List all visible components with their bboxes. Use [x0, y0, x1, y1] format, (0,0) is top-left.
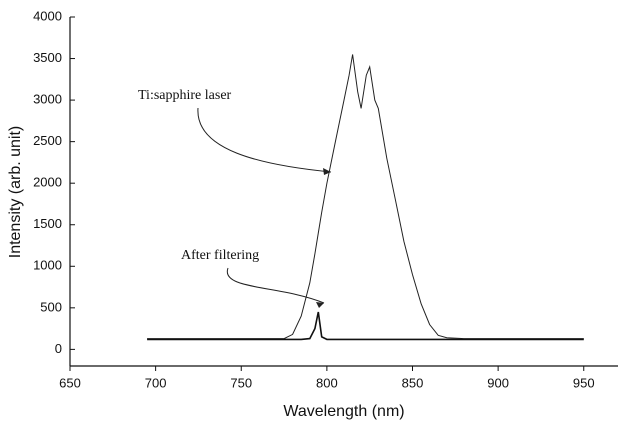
annotation: After filtering [181, 248, 259, 263]
x-tick-label: 900 [487, 375, 509, 390]
x-tick-label: 700 [145, 375, 167, 390]
x-tick-label: 750 [230, 375, 252, 390]
x-axis-label: Wavelength (nm) [283, 403, 404, 420]
arrow-head [323, 168, 331, 175]
data-line [147, 54, 584, 340]
y-tick-label: 4000 [33, 8, 62, 23]
data-line [147, 311, 584, 341]
x-tick-label: 800 [316, 375, 338, 390]
y-tick-label: 3500 [33, 50, 62, 65]
annotation: Ti:sapphire laser [138, 88, 232, 103]
annotation-arrow [197, 107, 332, 173]
y-tick-label: 1000 [33, 258, 62, 273]
y-axis-label: Intensity (arb. unit) [7, 126, 24, 259]
y-tick-label: 1500 [33, 216, 62, 231]
x-tick-label: 850 [402, 375, 424, 390]
y-tick-label: 2500 [33, 133, 62, 148]
y-tick-label: 0 [55, 341, 62, 356]
y-tick-label: 2000 [33, 175, 62, 190]
annotation-arrow [226, 267, 325, 304]
arrow-head [316, 302, 324, 308]
x-tick-label: 650 [59, 375, 81, 390]
x-tick-label: 950 [573, 375, 595, 390]
y-tick-label: 3000 [33, 92, 62, 107]
y-tick-label: 500 [40, 299, 62, 314]
